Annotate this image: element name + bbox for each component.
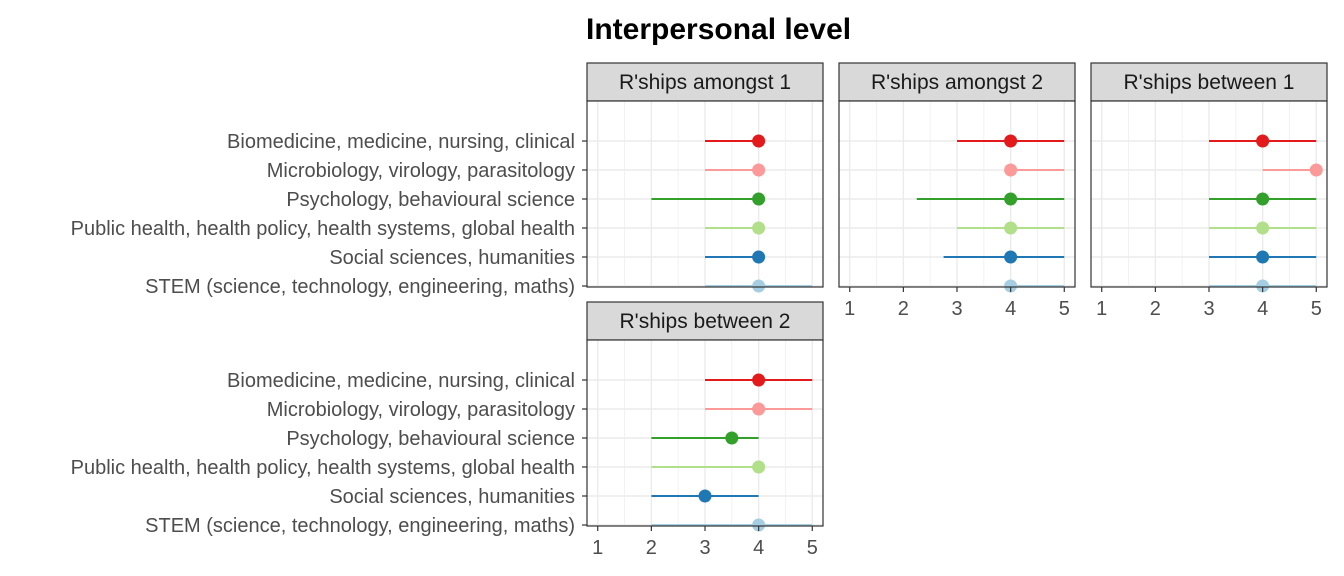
category-label: Psychology, behavioural science xyxy=(286,428,575,450)
data-point xyxy=(1256,134,1270,148)
category-label: Social sciences, humanities xyxy=(329,486,575,508)
facet-panel: R'ships between 1 1 2 3 4 5 xyxy=(1090,62,1328,320)
x-tick-label: 3 xyxy=(1203,298,1214,320)
data-point xyxy=(752,134,766,148)
panel-border xyxy=(586,100,824,288)
facet-strip xyxy=(586,301,824,341)
data-point xyxy=(752,221,766,235)
category-label: STEM (science, technology, engineering, … xyxy=(145,276,575,298)
facet-strip xyxy=(1090,62,1328,102)
category-label: Social sciences, humanities xyxy=(329,247,575,269)
x-tick-label: 5 xyxy=(1059,298,1070,320)
data-point xyxy=(752,373,766,387)
facet-panel: R'ships between 2 Biomedicine, medicine, … xyxy=(71,301,824,559)
data-point xyxy=(725,431,739,445)
data-point xyxy=(752,163,766,177)
category-label: Biomedicine, medicine, nursing, clinical xyxy=(227,370,575,392)
category-label: STEM (science, technology, engineering, … xyxy=(145,515,575,537)
data-point xyxy=(1004,221,1018,235)
data-point xyxy=(752,279,766,293)
x-tick-label: 5 xyxy=(1311,298,1322,320)
x-tick-label: 2 xyxy=(1150,298,1161,320)
facet-strip-label: R'ships between 1 xyxy=(1124,71,1295,94)
data-point xyxy=(752,402,766,416)
x-tick-label: 3 xyxy=(951,298,962,320)
data-point xyxy=(1309,163,1323,177)
x-tick-label: 4 xyxy=(1005,298,1016,320)
data-point xyxy=(752,460,766,474)
facet-strip-label: R'ships amongst 1 xyxy=(619,71,791,94)
x-tick-label: 1 xyxy=(592,537,603,559)
data-point xyxy=(1256,279,1270,293)
data-point xyxy=(1004,192,1018,206)
facet-panel: R'ships amongst 1 Biomedicine, medicine, … xyxy=(71,62,824,298)
data-point xyxy=(752,250,766,264)
category-label: Microbiology, virology, parasitology xyxy=(267,160,575,182)
data-point xyxy=(1004,250,1018,264)
category-label: Microbiology, virology, parasitology xyxy=(267,399,575,421)
data-point xyxy=(1004,134,1018,148)
data-point xyxy=(752,518,766,532)
chart-title: Interpersonal level xyxy=(586,13,851,46)
chart-panels: R'ships amongst 1 Biomedicine, medicine, … xyxy=(71,62,1328,559)
x-tick-label: 1 xyxy=(844,298,855,320)
x-tick-label: 3 xyxy=(699,537,710,559)
x-tick-label: 4 xyxy=(753,537,764,559)
data-point xyxy=(1004,163,1018,177)
data-point xyxy=(1256,250,1270,264)
category-label: Public health, health policy, health sys… xyxy=(71,218,575,240)
x-tick-label: 2 xyxy=(898,298,909,320)
x-tick-label: 1 xyxy=(1096,298,1107,320)
category-label: Psychology, behavioural science xyxy=(286,189,575,211)
data-point xyxy=(1256,192,1270,206)
data-point xyxy=(1256,221,1270,235)
x-tick-label: 2 xyxy=(646,537,657,559)
facet-strip-label: R'ships amongst 2 xyxy=(871,71,1043,94)
facet-panel: R'ships amongst 2 1 2 3 4 5 xyxy=(838,62,1076,320)
data-point xyxy=(1004,279,1018,293)
x-tick-label: 5 xyxy=(807,537,818,559)
data-point xyxy=(698,489,712,503)
facet-strip-label: R'ships between 2 xyxy=(620,310,791,333)
category-label: Biomedicine, medicine, nursing, clinical xyxy=(227,131,575,153)
x-tick-label: 4 xyxy=(1257,298,1268,320)
facet-strip xyxy=(586,62,824,102)
facet-strip xyxy=(838,62,1076,102)
category-label: Public health, health policy, health sys… xyxy=(71,457,575,479)
data-point xyxy=(752,192,766,206)
